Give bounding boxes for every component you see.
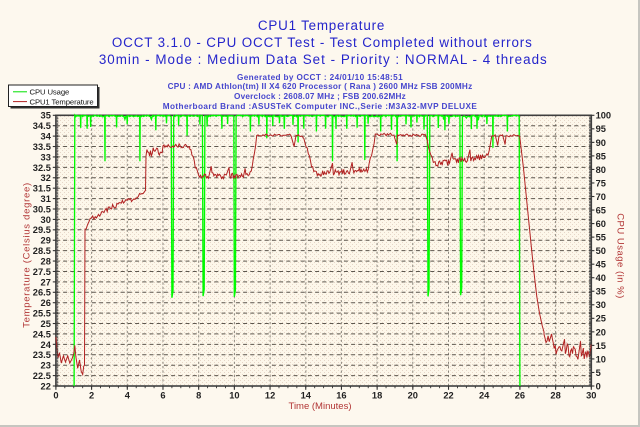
- svg-text:100: 100: [596, 111, 612, 121]
- svg-text:10: 10: [229, 391, 239, 401]
- svg-text:29.5: 29.5: [33, 225, 51, 235]
- svg-text:23.5: 23.5: [33, 350, 51, 360]
- svg-text:95: 95: [596, 124, 606, 134]
- svg-text:Temperature (Celsius degree): Temperature (Celsius degree): [22, 182, 33, 328]
- svg-text:6: 6: [160, 391, 165, 401]
- svg-text:24: 24: [479, 391, 490, 401]
- svg-text:18: 18: [372, 391, 382, 401]
- svg-text:30: 30: [586, 391, 596, 401]
- svg-text:80: 80: [596, 165, 606, 175]
- svg-text:CPU Usage (in %): CPU Usage (in %): [615, 213, 626, 299]
- svg-text:32: 32: [41, 173, 51, 183]
- svg-text:28.5: 28.5: [33, 246, 51, 256]
- svg-text:45: 45: [596, 260, 606, 270]
- svg-text:60: 60: [596, 219, 606, 229]
- svg-text:0: 0: [53, 391, 58, 401]
- svg-text:25: 25: [41, 319, 51, 329]
- svg-text:31: 31: [41, 194, 51, 204]
- svg-text:10: 10: [596, 354, 606, 364]
- svg-text:2: 2: [89, 391, 94, 401]
- svg-text:22: 22: [443, 391, 453, 401]
- svg-text:0: 0: [596, 381, 601, 391]
- svg-text:27: 27: [41, 277, 51, 287]
- svg-text:35: 35: [41, 111, 51, 121]
- svg-text:33.5: 33.5: [33, 142, 51, 152]
- svg-text:14: 14: [301, 391, 312, 401]
- svg-text:24.5: 24.5: [33, 329, 51, 339]
- svg-text:55: 55: [596, 233, 606, 243]
- svg-text:65: 65: [596, 205, 606, 215]
- svg-text:28: 28: [41, 257, 51, 267]
- svg-text:30: 30: [41, 215, 51, 225]
- svg-text:CPU1 Temperature: CPU1 Temperature: [30, 97, 94, 106]
- svg-text:34: 34: [41, 132, 52, 142]
- svg-text:22.5: 22.5: [33, 371, 51, 381]
- svg-text:50: 50: [596, 246, 606, 256]
- svg-text:33: 33: [41, 152, 51, 162]
- svg-text:25: 25: [596, 314, 606, 324]
- svg-text:12: 12: [265, 391, 275, 401]
- svg-text:75: 75: [596, 178, 606, 188]
- svg-text:20: 20: [408, 391, 418, 401]
- svg-text:85: 85: [596, 151, 606, 161]
- svg-text:5: 5: [596, 368, 601, 378]
- svg-text:24: 24: [41, 340, 52, 350]
- svg-text:Time (Minutes): Time (Minutes): [289, 401, 352, 412]
- svg-text:30: 30: [596, 300, 606, 310]
- svg-text:28: 28: [550, 391, 560, 401]
- svg-text:26: 26: [515, 391, 525, 401]
- svg-text:22: 22: [41, 381, 51, 391]
- svg-text:32.5: 32.5: [33, 163, 51, 173]
- svg-text:26.5: 26.5: [33, 288, 51, 298]
- svg-text:20: 20: [596, 327, 606, 337]
- svg-text:16: 16: [336, 391, 346, 401]
- svg-text:26: 26: [41, 298, 51, 308]
- svg-text:70: 70: [596, 192, 606, 202]
- svg-text:4: 4: [125, 391, 131, 401]
- svg-text:29: 29: [41, 236, 51, 246]
- svg-text:23: 23: [41, 361, 51, 371]
- svg-text:40: 40: [596, 273, 606, 283]
- svg-text:35: 35: [596, 287, 606, 297]
- svg-text:34.5: 34.5: [33, 121, 51, 131]
- svg-text:15: 15: [596, 341, 606, 351]
- svg-text:27.5: 27.5: [33, 267, 51, 277]
- svg-text:CPU Usage: CPU Usage: [30, 88, 70, 97]
- svg-text:90: 90: [596, 138, 606, 148]
- svg-text:30.5: 30.5: [33, 204, 51, 214]
- svg-text:25.5: 25.5: [33, 309, 51, 319]
- svg-text:31.5: 31.5: [33, 184, 51, 194]
- svg-text:8: 8: [196, 391, 201, 401]
